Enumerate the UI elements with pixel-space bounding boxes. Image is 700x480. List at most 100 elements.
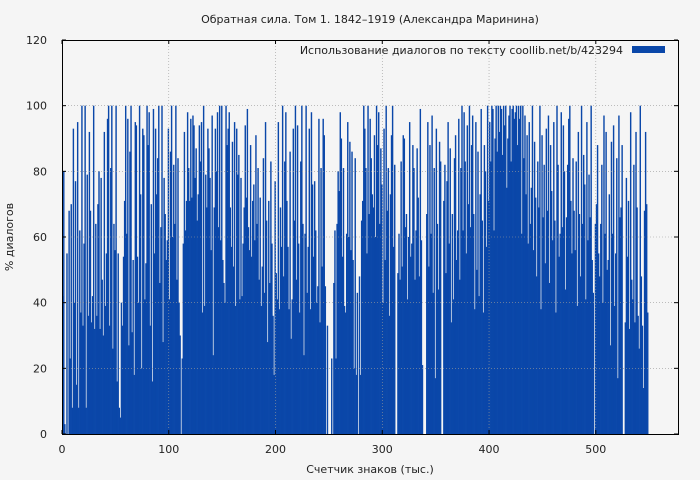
bar [353,368,355,434]
bar [164,214,166,434]
bar [185,200,188,434]
bar [113,223,115,434]
bar [638,348,640,434]
bar [483,145,486,434]
bar [397,273,399,434]
bar [288,309,290,434]
bar [445,273,447,434]
bar [208,148,210,434]
bar [293,220,296,434]
bar [81,105,83,435]
bar [304,233,306,434]
bar [272,315,274,434]
bar [524,115,526,435]
bar [179,335,181,434]
bar [102,335,104,434]
bar [131,332,133,434]
bar [544,263,546,434]
bar [437,289,440,434]
bar [171,237,174,434]
bar [92,105,95,435]
bar [639,105,641,435]
bar [476,269,478,434]
bar [640,276,643,434]
bar [128,345,130,434]
x-tick-label: 500 [585,443,606,456]
bar [245,197,248,434]
bar [549,145,552,434]
bar [612,125,615,435]
bar [326,325,329,434]
bar [380,148,382,434]
bar [559,233,561,434]
bar [307,246,309,434]
bar [493,230,495,434]
bar [495,105,497,435]
bar [578,214,581,434]
bar [522,105,524,435]
bar [461,105,463,435]
bar [147,145,149,434]
bar [609,345,612,434]
bar [539,105,541,435]
y-tick-label: 120 [26,34,47,47]
bar [359,374,362,434]
bar [644,131,647,434]
bar [145,263,147,434]
bar [485,246,488,434]
bar [136,256,139,434]
bar [420,240,423,434]
bar [286,200,288,434]
bar [604,233,606,434]
bar [541,135,543,434]
bar [385,105,387,435]
bar [119,417,122,434]
bar [234,305,237,434]
bar [197,194,199,434]
bar [560,112,562,434]
legend: Использование диалогов по тексту coollib… [300,44,665,57]
y-tick-label: 40 [33,297,47,310]
bar [390,135,393,434]
bar [274,181,276,434]
bar [344,312,347,434]
bar [70,204,72,434]
bar [225,105,227,435]
bar [496,151,498,434]
bar [120,302,123,434]
bar [309,309,312,434]
bar [481,220,483,434]
bar [142,128,144,434]
bar [492,108,494,434]
x-tick-label: 200 [265,443,286,456]
bar [317,286,319,434]
bar [176,279,178,434]
bar [566,164,569,434]
bar [511,108,513,434]
bar [106,118,109,435]
bar [143,135,145,434]
bar [615,253,617,434]
bar [625,177,628,434]
bar [473,214,475,434]
bar [444,164,446,434]
legend-label: Использование диалогов по тексту coollib… [300,44,623,57]
bar [394,164,396,434]
bar [543,164,545,434]
bar [108,325,111,434]
bar [470,145,473,434]
bar [575,161,577,435]
bar [299,312,301,434]
bar [159,282,161,434]
bar [647,312,649,434]
bar [595,204,598,434]
bar [135,125,138,435]
bar [247,227,250,434]
bar [277,122,280,434]
bar [155,194,158,434]
bar [335,358,337,434]
bar [322,118,324,435]
bar [134,122,137,434]
bar [435,128,438,434]
